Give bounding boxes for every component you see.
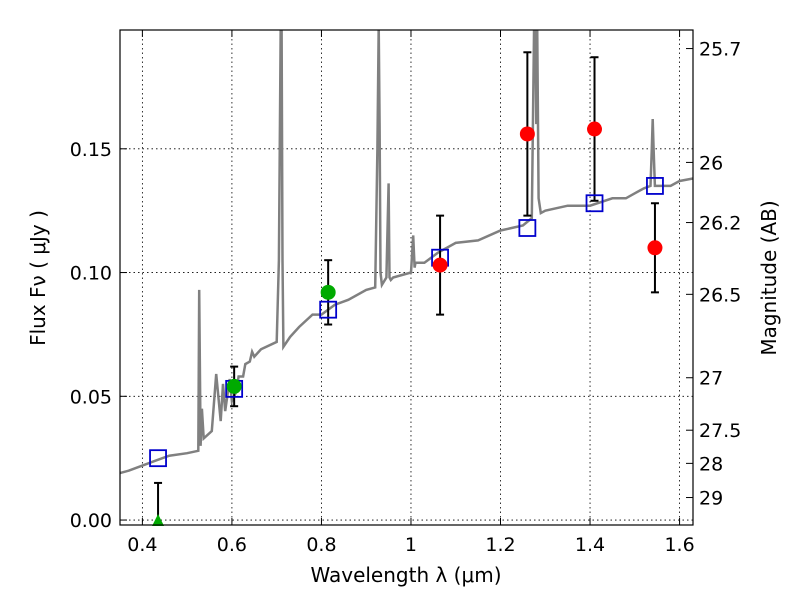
- magnitude-axis: 25.7 26 26.2 26.5 27 27.5 28 29: [686, 39, 741, 510]
- x-tick-label: 0.6: [217, 534, 247, 556]
- model-square: [646, 177, 664, 195]
- magnitude-tick-label: 29: [699, 488, 723, 510]
- x-tick-label: 1.2: [485, 534, 515, 556]
- data-markers: [149, 51, 664, 527]
- red-point: [432, 257, 448, 273]
- magnitude-tick-label: 26.2: [699, 213, 741, 235]
- y-tick-label: 0.00: [70, 510, 112, 532]
- magnitude-tick-label: 25.7: [699, 39, 741, 61]
- magnitude-tick-label: 27: [699, 368, 723, 390]
- magnitude-tick-label: 26: [699, 152, 723, 174]
- x-axis: 0.4 0.6 0.8 1 1.2 1.4 1.6: [127, 30, 695, 556]
- y-tick-label: 0.05: [70, 386, 112, 408]
- red-point: [519, 126, 535, 142]
- model-square: [585, 194, 604, 213]
- magnitude-tick-label: 26.5: [699, 284, 741, 306]
- grid-lines: [120, 30, 693, 525]
- x-tick-label: 1.6: [664, 534, 694, 556]
- model-square: [518, 219, 537, 237]
- magnitude-tick-label: 28: [699, 453, 723, 475]
- red-point: [587, 121, 603, 137]
- y-axis: 0.00 0.05 0.10 0.15: [70, 139, 127, 532]
- plot-frame: [119, 29, 694, 526]
- y-tick-label: 0.10: [70, 263, 112, 285]
- magnitude-tick-label: 27.5: [699, 420, 741, 442]
- x-tick-label: 0.4: [127, 534, 157, 556]
- green-upper-limit-marker: [152, 514, 165, 527]
- red-point: [647, 240, 663, 256]
- x-tick-label: 0.8: [306, 534, 336, 556]
- magnitude-axis-label: Magnitude (AB): [757, 200, 781, 355]
- model-square: [319, 300, 338, 319]
- x-axis-label: Wavelength λ (μm): [310, 563, 501, 587]
- green-point: [320, 284, 336, 300]
- green-point: [226, 378, 242, 394]
- x-tick-label: 1.4: [575, 534, 605, 556]
- spectrum-line: [120, 30, 693, 475]
- x-tick-label: 1: [405, 534, 417, 556]
- y-tick-label: 0.15: [70, 139, 112, 161]
- model-square: [149, 449, 167, 468]
- y-axis-label: Flux Fν ( μJy ): [26, 210, 50, 346]
